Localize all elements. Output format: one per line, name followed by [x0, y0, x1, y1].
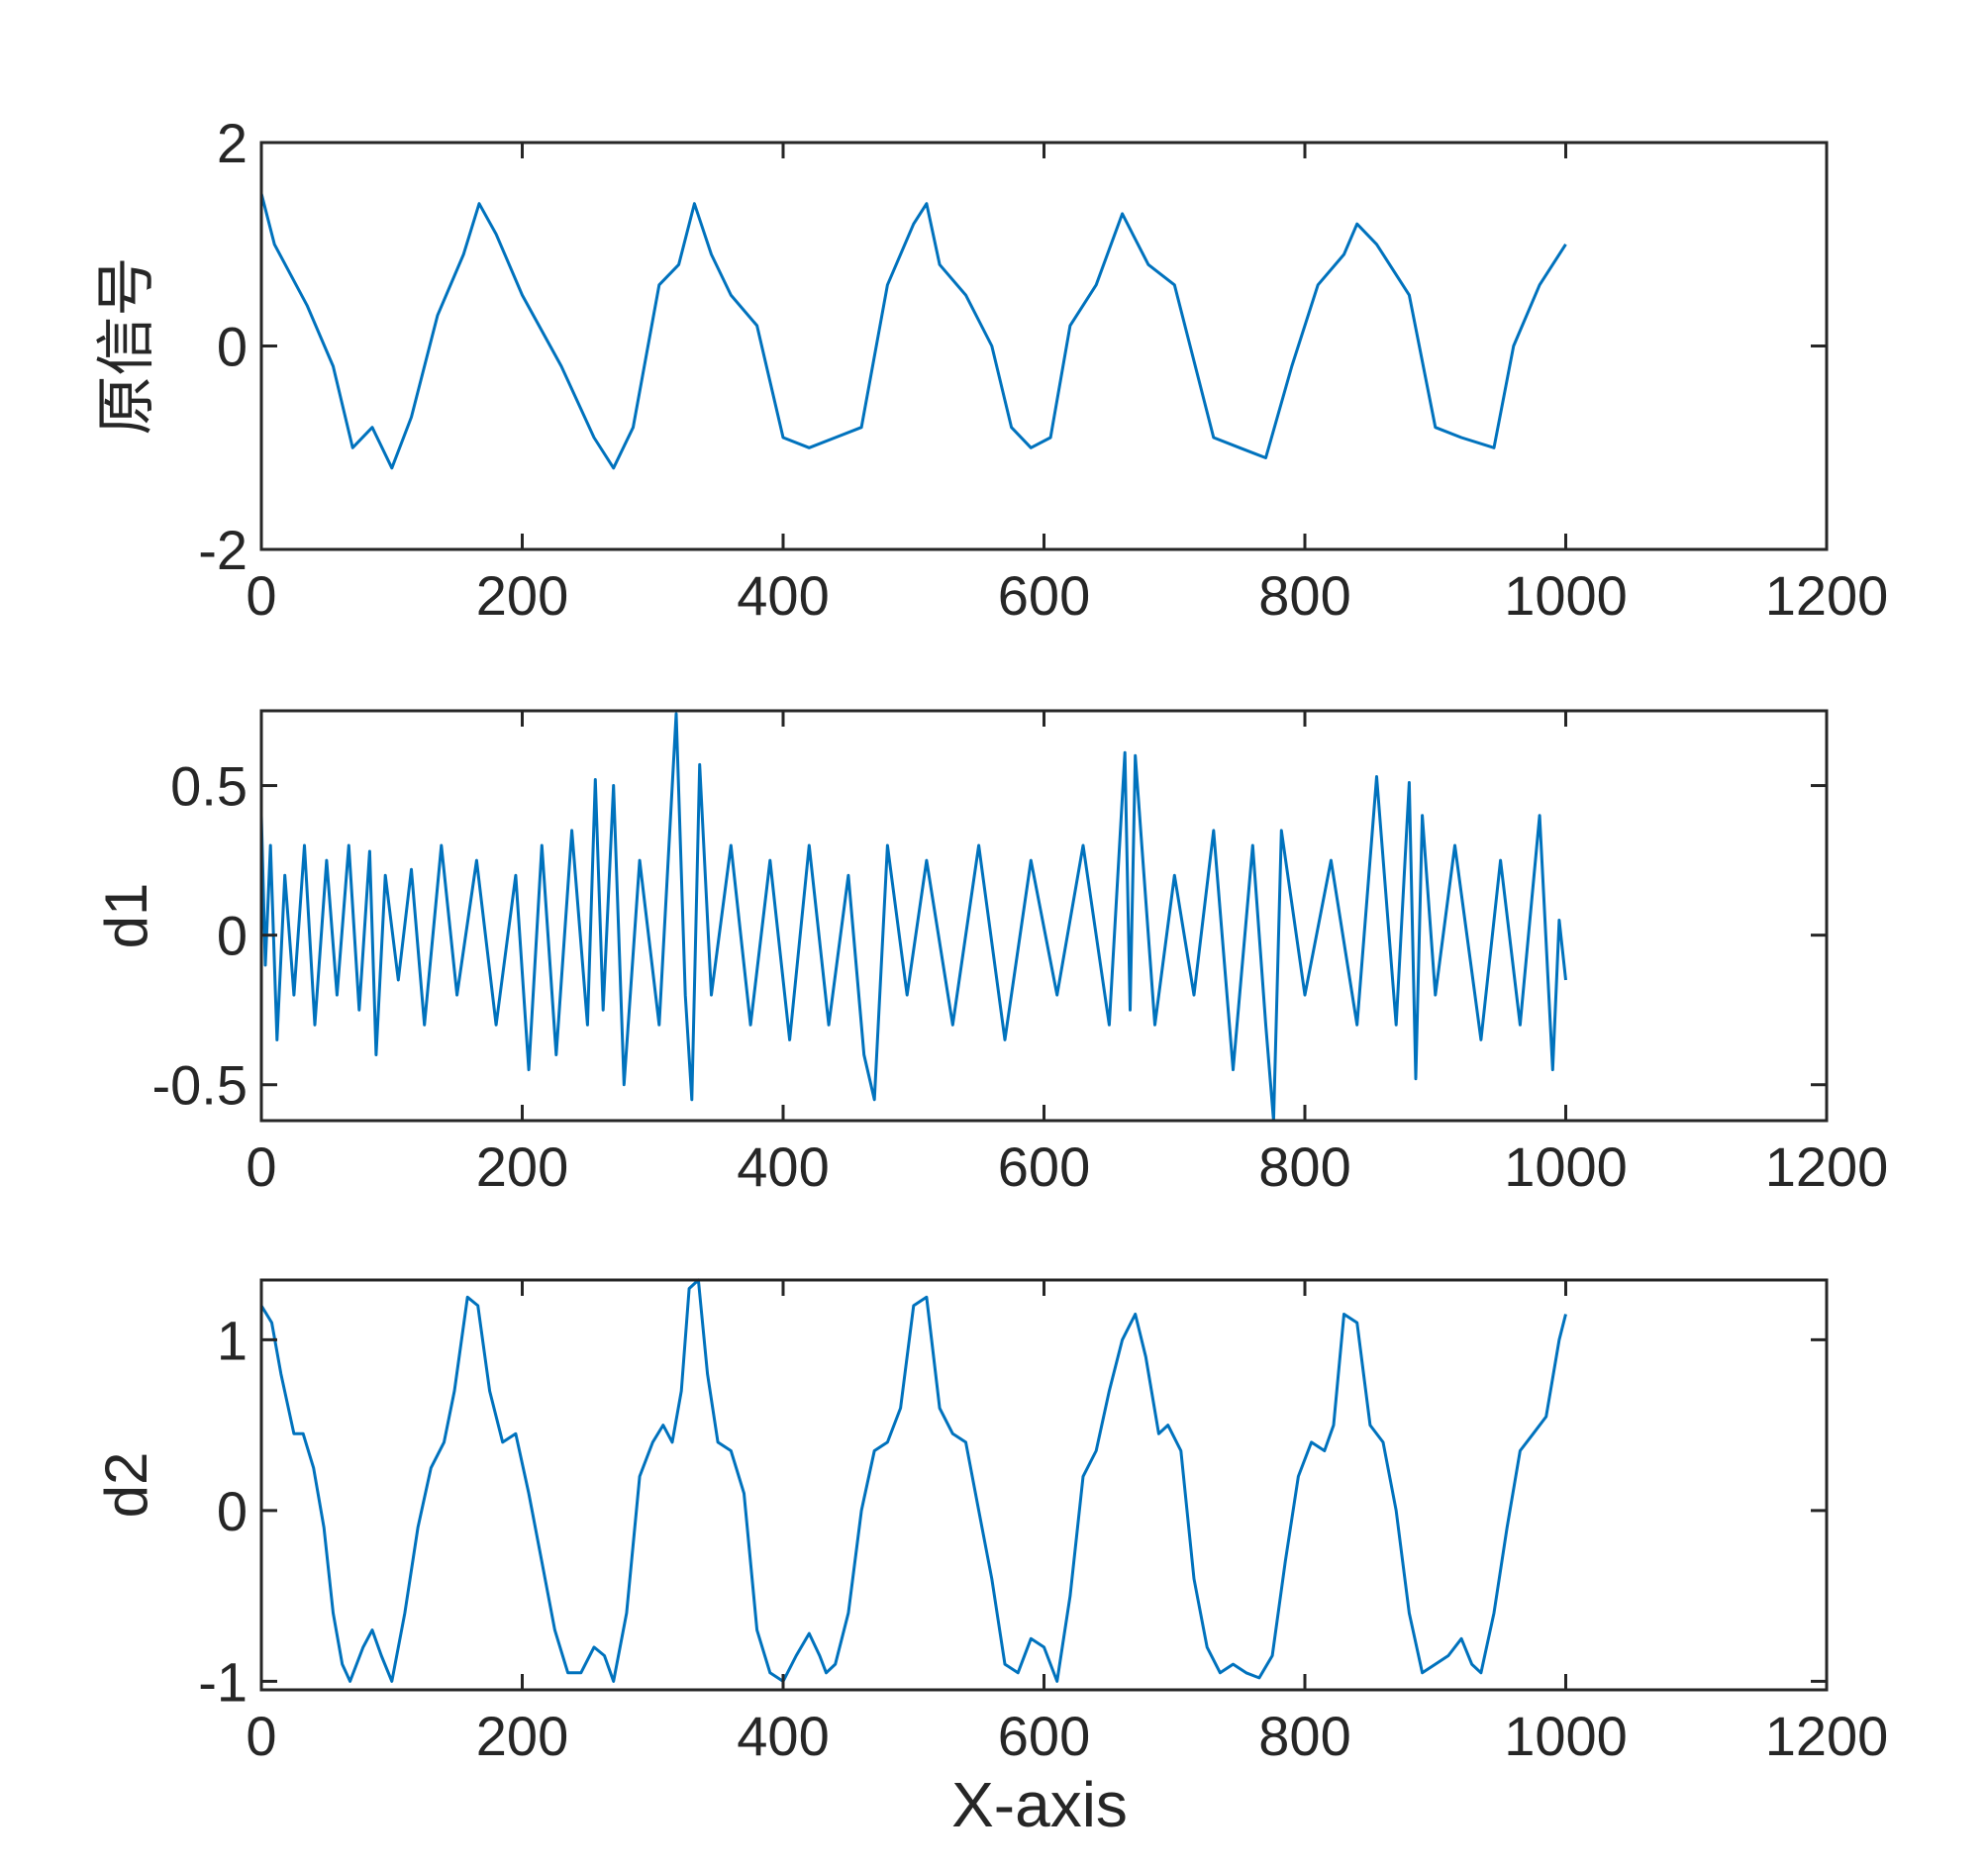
- x-tick-label: 200: [476, 1705, 568, 1767]
- x-axis-label: X-axis: [951, 1769, 1128, 1840]
- x-tick-label: 1000: [1504, 564, 1628, 627]
- x-tick-label: 600: [998, 1135, 1090, 1198]
- y-tick-label: -2: [198, 519, 248, 581]
- y-tick-label: -0.5: [152, 1054, 248, 1117]
- x-tick-label: 400: [737, 1705, 829, 1767]
- x-tick-label: 800: [1258, 1135, 1350, 1198]
- x-tick-label: 200: [476, 1135, 568, 1198]
- panel-d1: 0 200 400 600 800 1000 1200 -0.5 0 0.5 d1: [93, 709, 1889, 1198]
- y-tick-label: 0: [217, 1480, 248, 1542]
- y-tick-label: 0: [217, 905, 248, 967]
- series-line: [259, 712, 1567, 1123]
- series-line: [259, 193, 1567, 470]
- axes-frame: [259, 141, 1829, 551]
- x-tick-label: 1200: [1765, 564, 1889, 627]
- x-tick-label: 600: [998, 564, 1090, 627]
- axes-frame: [259, 709, 1829, 1123]
- y-tick-label: -1: [198, 1650, 248, 1713]
- x-tick-label: 400: [737, 1135, 829, 1198]
- x-tick-label: 600: [998, 1705, 1090, 1767]
- x-tick-label: 1000: [1504, 1135, 1628, 1198]
- x-tick-label: 200: [476, 564, 568, 627]
- y-tick-label: 0: [217, 316, 248, 378]
- y-axis-label: d1: [93, 883, 159, 949]
- y-tick-label: 2: [217, 112, 248, 174]
- x-tick-label: 1200: [1765, 1705, 1889, 1767]
- y-tick-label: 1: [217, 1309, 248, 1371]
- y-axis-label: d2: [93, 1452, 159, 1519]
- x-tick-label: 1200: [1765, 1135, 1889, 1198]
- x-tick-label: 0: [246, 1135, 276, 1198]
- y-axis-label: 原信号: [93, 257, 159, 436]
- x-tick-label: 0: [246, 564, 276, 627]
- x-tick-label: 1000: [1504, 1705, 1628, 1767]
- x-tick-label: 0: [246, 1705, 276, 1767]
- axes-frame: [259, 1278, 1829, 1692]
- series-line: [259, 1278, 1567, 1683]
- x-tick-label: 800: [1258, 564, 1350, 627]
- x-tick-label: 400: [737, 564, 829, 627]
- y-tick-label: 0.5: [170, 755, 248, 818]
- x-tick-label: 800: [1258, 1705, 1350, 1767]
